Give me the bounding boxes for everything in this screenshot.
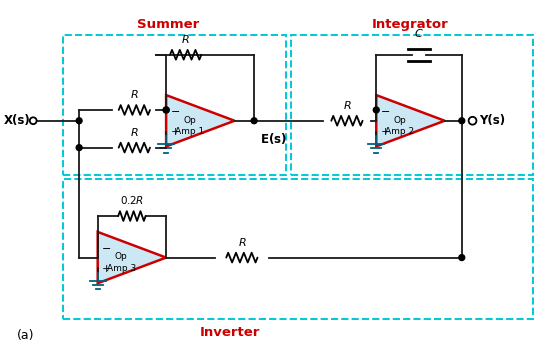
Circle shape xyxy=(163,107,169,113)
Text: Y(s): Y(s) xyxy=(479,114,505,127)
Text: Integrator: Integrator xyxy=(372,18,449,31)
Bar xyxy=(291,35,533,174)
Text: $-$: $-$ xyxy=(170,105,180,115)
Text: $R$: $R$ xyxy=(237,236,246,248)
Bar xyxy=(64,35,286,174)
Text: $+$: $+$ xyxy=(101,263,112,274)
Text: $C$: $C$ xyxy=(414,27,424,39)
Text: $R$: $R$ xyxy=(181,33,190,45)
Circle shape xyxy=(251,118,257,124)
Polygon shape xyxy=(98,232,166,283)
Circle shape xyxy=(373,107,379,113)
Polygon shape xyxy=(376,95,444,146)
Polygon shape xyxy=(166,95,235,146)
Text: Op
Amp 3: Op Amp 3 xyxy=(106,252,136,273)
Text: Op
Amp 2: Op Amp 2 xyxy=(385,116,414,136)
Text: $R$: $R$ xyxy=(130,88,139,100)
Text: Summer: Summer xyxy=(138,18,199,31)
Circle shape xyxy=(459,255,465,260)
Text: Inverter: Inverter xyxy=(199,326,260,339)
Text: $\mathbf{E(s)}$: $\mathbf{E(s)}$ xyxy=(260,132,287,147)
Text: $+$: $+$ xyxy=(170,126,180,137)
Circle shape xyxy=(459,118,465,124)
Circle shape xyxy=(163,107,169,113)
Text: X(s): X(s) xyxy=(4,114,31,127)
Text: $+$: $+$ xyxy=(380,126,390,137)
Text: Op
Amp 1: Op Amp 1 xyxy=(175,116,204,136)
Text: $-$: $-$ xyxy=(101,242,112,252)
Circle shape xyxy=(76,118,82,124)
Circle shape xyxy=(76,145,82,150)
Text: $0.2R$: $0.2R$ xyxy=(120,194,144,206)
Text: $-$: $-$ xyxy=(380,105,390,115)
Bar xyxy=(64,179,533,319)
Text: $R$: $R$ xyxy=(342,99,351,111)
Text: (a): (a) xyxy=(17,329,35,342)
Text: $R$: $R$ xyxy=(130,126,139,138)
